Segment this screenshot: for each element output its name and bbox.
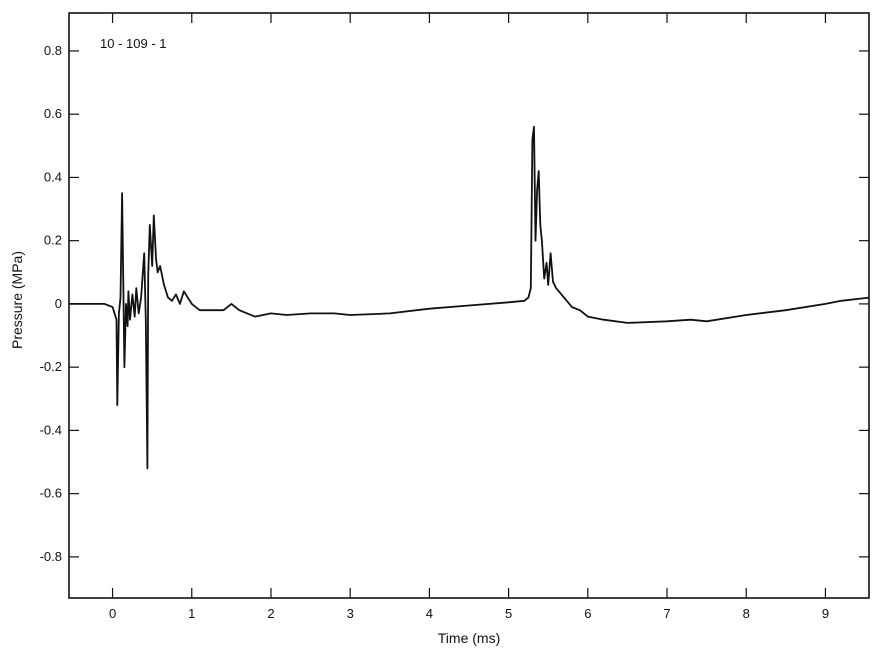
pressure-trace xyxy=(69,125,870,470)
plot-frame xyxy=(68,12,870,599)
y-axis: 0.8 0.6 0.4 0.2 0 -0.2 -0.4 -0.6 -0.8 xyxy=(40,43,869,564)
x-tick-label: 5 xyxy=(505,606,512,621)
y-tick-label: -0.6 xyxy=(40,486,62,501)
x-tick-label: 8 xyxy=(743,606,750,621)
x-tick-label: 3 xyxy=(347,606,354,621)
x-tick-label: 6 xyxy=(584,606,591,621)
y-tick-label: -0.2 xyxy=(40,359,62,374)
x-tick-label: 0 xyxy=(109,606,116,621)
x-axis: 0 1 2 3 4 5 6 7 8 9 xyxy=(109,13,829,621)
y-tick-label: 0.4 xyxy=(44,169,62,184)
y-axis-title: Pressure (MPa) xyxy=(9,251,25,349)
x-tick-label: 7 xyxy=(663,606,670,621)
x-axis-title: Time (ms) xyxy=(438,630,500,646)
y-tick-label: -0.8 xyxy=(40,549,62,564)
x-tick-label: 4 xyxy=(426,606,433,621)
y-tick-label: 0.2 xyxy=(44,233,62,248)
x-tick-label: 9 xyxy=(822,606,829,621)
y-tick-label: -0.4 xyxy=(40,422,62,437)
x-tick-label: 2 xyxy=(267,606,274,621)
y-tick-label: 0 xyxy=(55,296,62,311)
y-tick-label: 0.8 xyxy=(44,43,62,58)
chart-annotation: 10 - 109 - 1 xyxy=(100,36,167,51)
x-tick-label: 1 xyxy=(188,606,195,621)
y-tick-label: 0.6 xyxy=(44,106,62,121)
